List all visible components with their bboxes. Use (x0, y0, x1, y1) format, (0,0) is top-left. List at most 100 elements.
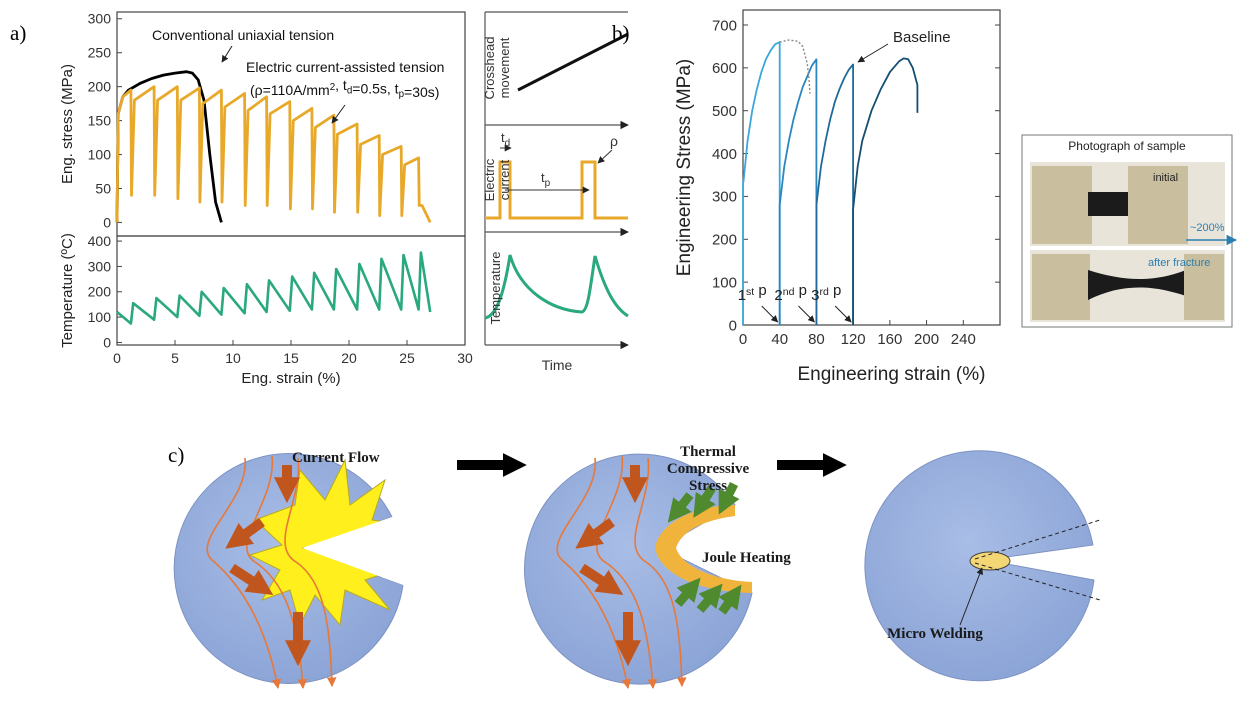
series-line (852, 57, 919, 325)
y-tick-label: 200 (712, 232, 737, 249)
x-tick-label: 15 (283, 350, 299, 366)
text-part: 3 (811, 287, 819, 304)
stress-arrow (693, 485, 716, 518)
panel-label: a) (10, 21, 26, 45)
stress-arrow (674, 577, 701, 607)
current-arrows (225, 465, 311, 667)
series-label: Conventional uniaxial tension (152, 27, 334, 43)
y-tick-label: 400 (88, 233, 112, 249)
schematic-ylabel: Electric (482, 158, 497, 201)
y-axis-label: Engineering Stress (MPa) (674, 59, 695, 277)
x-tick-label: 20 (341, 350, 357, 366)
y-tick-label: 0 (729, 317, 737, 334)
y-tick-label: 0 (103, 334, 111, 350)
photo-title: Photograph of sample (1068, 139, 1186, 153)
label-arrow (221, 45, 233, 63)
current-line (556, 457, 632, 689)
y-tick-label: 200 (88, 79, 112, 95)
series-line (116, 251, 432, 325)
label-arrow (857, 43, 889, 63)
x-tick-label: 200 (914, 331, 939, 348)
text-part: 2 (330, 82, 335, 93)
y-tick-label: 100 (88, 146, 112, 162)
x-tick-label: 160 (877, 331, 902, 348)
crack-trace (974, 562, 1101, 601)
current-line (596, 455, 658, 689)
x-tick-label: 80 (808, 331, 825, 348)
y-tick-label: 700 (712, 17, 737, 34)
y-tick-label: 400 (712, 146, 737, 163)
diagram-label: Joule Heating (702, 550, 791, 566)
series-label: Electric current-assisted tension (246, 59, 444, 75)
td-base: t (501, 130, 505, 145)
diagram-label: Thermal (680, 444, 736, 460)
td-sub: d (505, 138, 511, 149)
heat-zone (655, 505, 752, 593)
y-tick-label: 250 (88, 45, 112, 61)
y-tick-label: 100 (712, 274, 737, 291)
text-part: 2 (774, 287, 782, 304)
y-tick-label: 100 (88, 309, 112, 325)
series-line (778, 58, 818, 325)
text-part: p (399, 89, 405, 100)
photo-tab (1128, 166, 1188, 244)
temperature-curve (484, 254, 629, 320)
x-tick-label: 30 (457, 350, 473, 366)
text-part: p (754, 282, 767, 299)
notch (302, 500, 430, 610)
series-line (779, 39, 811, 94)
current-arrows (575, 465, 648, 667)
pulse-arrow (798, 305, 815, 323)
tp-sub: p (545, 178, 551, 189)
photo-neck (1088, 270, 1186, 300)
y-tick-label: 600 (712, 60, 737, 77)
stress-arrow (718, 584, 742, 615)
x-tick-label: 240 (951, 331, 976, 348)
y-tick-label: 150 (88, 113, 112, 129)
photo-label: ~200% (1190, 222, 1225, 234)
x-tick-label: 120 (841, 331, 866, 348)
stress-arrow (718, 481, 740, 515)
x-axis-label: Eng. strain (%) (241, 370, 340, 387)
diagram-label: Micro Welding (887, 626, 983, 642)
series-line (115, 85, 432, 224)
photo-label: initial (1153, 172, 1178, 184)
x-tick-label: 5 (171, 350, 179, 366)
y-tick-label: 300 (88, 11, 112, 27)
x-axis-label: Engineering strain (%) (798, 364, 986, 385)
x-tick-label: 40 (771, 331, 788, 348)
photo-neck (1088, 192, 1134, 216)
pulse-arrow (834, 305, 852, 323)
series-line (815, 63, 854, 325)
diagram-label: Current Flow (292, 450, 380, 466)
x-tick-label: 0 (739, 331, 747, 348)
current-pulses (485, 160, 628, 220)
td-label: td (501, 130, 510, 149)
stress-arrow (696, 583, 723, 613)
schematic-xlabel: Time (542, 357, 573, 373)
photo-tab (1184, 254, 1224, 320)
current-line (206, 457, 282, 689)
crosshead-line (517, 32, 629, 92)
rho-arrow (597, 149, 613, 164)
current-arrow (229, 563, 274, 595)
y-axis-label: Temperature (ºC) (59, 233, 76, 348)
tp-base: t (541, 170, 545, 185)
series-line (742, 41, 781, 325)
diagram-label: Compressive (667, 461, 750, 477)
label-arrow (331, 104, 346, 124)
x-tick-label: 10 (225, 350, 241, 366)
text-part: rd (819, 286, 828, 298)
y-tick-label: 200 (88, 284, 112, 300)
y-tick-label: 50 (95, 180, 111, 196)
photo-tab (1032, 166, 1092, 244)
panel-label: c) (168, 443, 184, 467)
y-tick-label: 0 (103, 214, 111, 230)
text-part: 1 (738, 287, 746, 304)
panel-label: b) (612, 21, 630, 45)
stress-arrow (667, 492, 694, 523)
schematic-ylabel: current (497, 159, 512, 200)
crack-trace (974, 519, 1101, 560)
weld-zone (969, 551, 1011, 571)
current-arrow (225, 517, 265, 549)
